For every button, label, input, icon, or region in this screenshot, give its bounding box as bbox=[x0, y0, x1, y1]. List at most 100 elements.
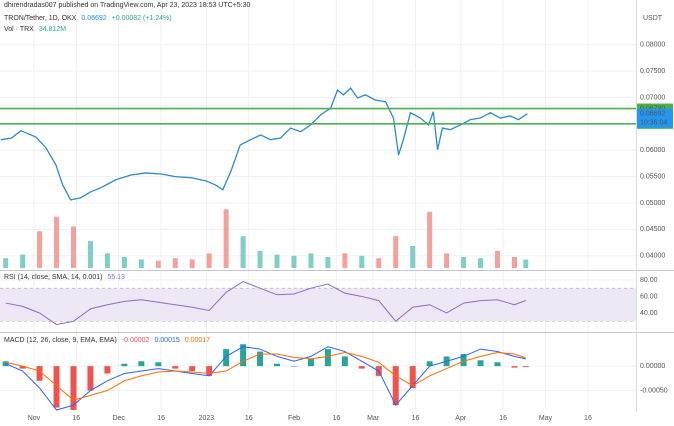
macd-last: 0.00015 bbox=[154, 337, 179, 344]
macd-histogram-bar bbox=[172, 366, 179, 369]
macd-histogram-bar bbox=[70, 366, 77, 410]
price-change: +0.00082 (+1.24%) bbox=[112, 15, 172, 22]
macd-histogram-bar bbox=[341, 356, 348, 367]
macd-histogram-bar bbox=[240, 344, 247, 367]
macd-hist-last: -0.00002 bbox=[122, 337, 150, 344]
macd-histogram-bar bbox=[53, 366, 60, 408]
x-tick-label: 16 bbox=[72, 415, 80, 422]
volume-bar bbox=[20, 254, 26, 268]
x-tick-label: 2023 bbox=[199, 415, 215, 422]
macd-histogram-bar bbox=[189, 366, 196, 372]
macd-histogram-bar bbox=[460, 353, 467, 367]
volume-bar bbox=[70, 226, 76, 268]
last-price-box bbox=[637, 108, 673, 128]
symbol-title: TRON/Tether, 1D, OKX bbox=[4, 15, 77, 22]
volume-bar bbox=[427, 211, 433, 268]
macd-histogram-bar bbox=[307, 358, 314, 367]
macd-line bbox=[5, 346, 526, 411]
x-tick-label: 16 bbox=[499, 415, 507, 422]
macd-histogram-bar bbox=[138, 361, 145, 367]
rsi-line bbox=[5, 281, 526, 326]
macd-histogram-bar bbox=[206, 366, 213, 376]
signal-last: 0.00017 bbox=[185, 337, 210, 344]
macd-histogram-bar bbox=[426, 361, 433, 367]
x-tick-label: 16 bbox=[412, 415, 420, 422]
x-tick-label: 16 bbox=[245, 415, 253, 422]
volume-bar bbox=[87, 241, 93, 268]
macd-histogram-bar bbox=[290, 366, 297, 367]
y-tick-label: -0.00050 bbox=[640, 387, 668, 394]
macd-histogram-bar bbox=[324, 349, 331, 367]
volume-bar bbox=[155, 260, 161, 268]
volume-bar bbox=[37, 231, 43, 268]
y-tick-label: 60.00 bbox=[640, 293, 658, 300]
volume-header: Vol · TRX 34.812M bbox=[4, 26, 66, 33]
macd-histogram-bar bbox=[19, 366, 26, 369]
volume-bar bbox=[523, 259, 529, 268]
volume-bar bbox=[461, 257, 467, 268]
volume-bar bbox=[444, 253, 450, 268]
volume-bar bbox=[511, 257, 517, 268]
x-tick-label: Dec bbox=[112, 415, 125, 422]
macd-histogram-bar bbox=[36, 366, 43, 381]
macd-histogram-bar bbox=[358, 366, 365, 369]
volume-bar bbox=[223, 209, 229, 268]
volume-bar bbox=[478, 258, 484, 268]
symbol-header: TRON/Tether, 1D, OKX 0.06692 +0.00082 (+1.… bbox=[4, 15, 172, 22]
publisher: dhirendradas007 published on TradingView… bbox=[4, 2, 251, 9]
volume-bar bbox=[494, 250, 500, 268]
x-tick-label: Apr bbox=[455, 415, 467, 422]
macd-histogram-bar bbox=[392, 366, 399, 406]
rsi-header: RSI (14, close, SMA, 14, 0.001) 55.13 bbox=[4, 274, 125, 281]
volume-bar bbox=[342, 253, 348, 268]
volume-bar bbox=[359, 255, 365, 268]
volume-bar bbox=[121, 257, 127, 268]
macd-title: MACD (12, 26, close, 9, EMA, EMA) bbox=[4, 337, 117, 344]
volume-bar bbox=[325, 257, 331, 268]
volume-bar bbox=[393, 236, 399, 268]
rsi-title: RSI (14, close, SMA, 14, 0.001) bbox=[4, 274, 102, 281]
y-tick-label: 0.04000 bbox=[640, 253, 665, 260]
y-tick-label: 0.07500 bbox=[640, 68, 665, 75]
volume-title: Vol · TRX bbox=[4, 26, 34, 33]
last-price: 0.06692 bbox=[81, 15, 106, 22]
volume-bar bbox=[274, 254, 280, 268]
macd-histogram-bar bbox=[223, 349, 230, 367]
level-label-box bbox=[637, 103, 673, 114]
volume-bar bbox=[376, 258, 382, 268]
y-tick-label: 0.08000 bbox=[640, 42, 665, 49]
y-tick-label: 0.00000 bbox=[640, 363, 665, 370]
x-tick-label: May bbox=[539, 415, 553, 422]
currency: USDT bbox=[643, 15, 663, 22]
volume-bar bbox=[308, 253, 314, 268]
volume-bar bbox=[3, 258, 9, 268]
macd-histogram-bar bbox=[87, 366, 94, 391]
volume-last: 34.812M bbox=[39, 26, 66, 33]
macd-histogram-bar bbox=[121, 363, 128, 367]
volume-bar bbox=[240, 236, 246, 268]
macd-histogram-bar bbox=[104, 366, 111, 374]
rsi-band bbox=[0, 288, 636, 322]
macd-line bbox=[5, 351, 526, 401]
macd-header: MACD (12, 26, close, 9, EMA, EMA) -0.0000… bbox=[4, 337, 210, 344]
macd-histogram-bar bbox=[257, 351, 264, 367]
x-tick-label: Feb bbox=[288, 415, 300, 422]
volume-bar bbox=[410, 246, 416, 268]
volume-bar bbox=[104, 253, 110, 268]
volume-bar bbox=[138, 259, 144, 268]
x-tick-label: 16 bbox=[332, 415, 340, 422]
macd-histogram-bar bbox=[477, 360, 484, 367]
price-line bbox=[0, 86, 528, 201]
x-tick-label: 16 bbox=[157, 415, 165, 422]
volume-bar bbox=[172, 258, 178, 268]
rsi-last: 55.13 bbox=[107, 274, 125, 281]
x-tick-label: Nov bbox=[28, 415, 41, 422]
y-tick-label: 80.00 bbox=[640, 277, 658, 284]
volume-bar bbox=[189, 259, 195, 268]
macd-histogram-bar bbox=[494, 362, 501, 367]
y-tick-label: 0.06000 bbox=[640, 147, 665, 154]
countdown-label: 10:36:04 bbox=[640, 120, 667, 127]
volume-bar bbox=[206, 253, 212, 268]
